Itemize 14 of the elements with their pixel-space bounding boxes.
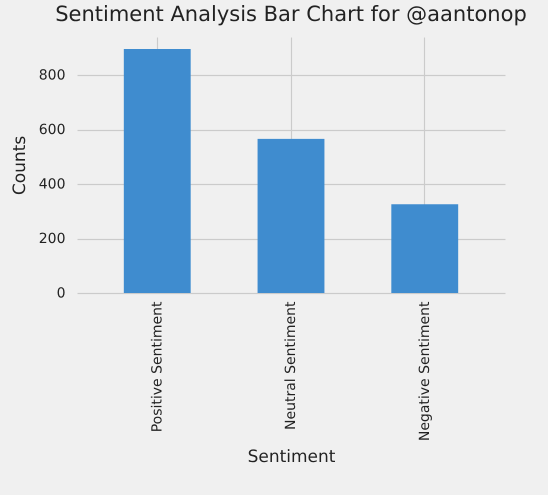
y-tick-label: 400 [38, 176, 66, 193]
y-tick-label: 0 [56, 286, 66, 302]
y-axis-title: Counts [10, 136, 30, 196]
y-tick-label: 200 [38, 231, 66, 248]
y-tick-label: 800 [38, 68, 66, 84]
bar [124, 48, 191, 293]
y-tick-label: 600 [38, 122, 66, 138]
x-tick-label: Neutral Sentiment [283, 301, 299, 430]
bar [391, 204, 458, 293]
x-tick-label: Positive Sentiment [149, 301, 166, 432]
bar [258, 138, 324, 293]
x-tick-label: Negative Sentiment [416, 301, 433, 442]
chart-title: Sentiment Analysis Bar Chart for @aantonop [55, 2, 527, 26]
x-axis-title: Sentiment [248, 447, 336, 468]
